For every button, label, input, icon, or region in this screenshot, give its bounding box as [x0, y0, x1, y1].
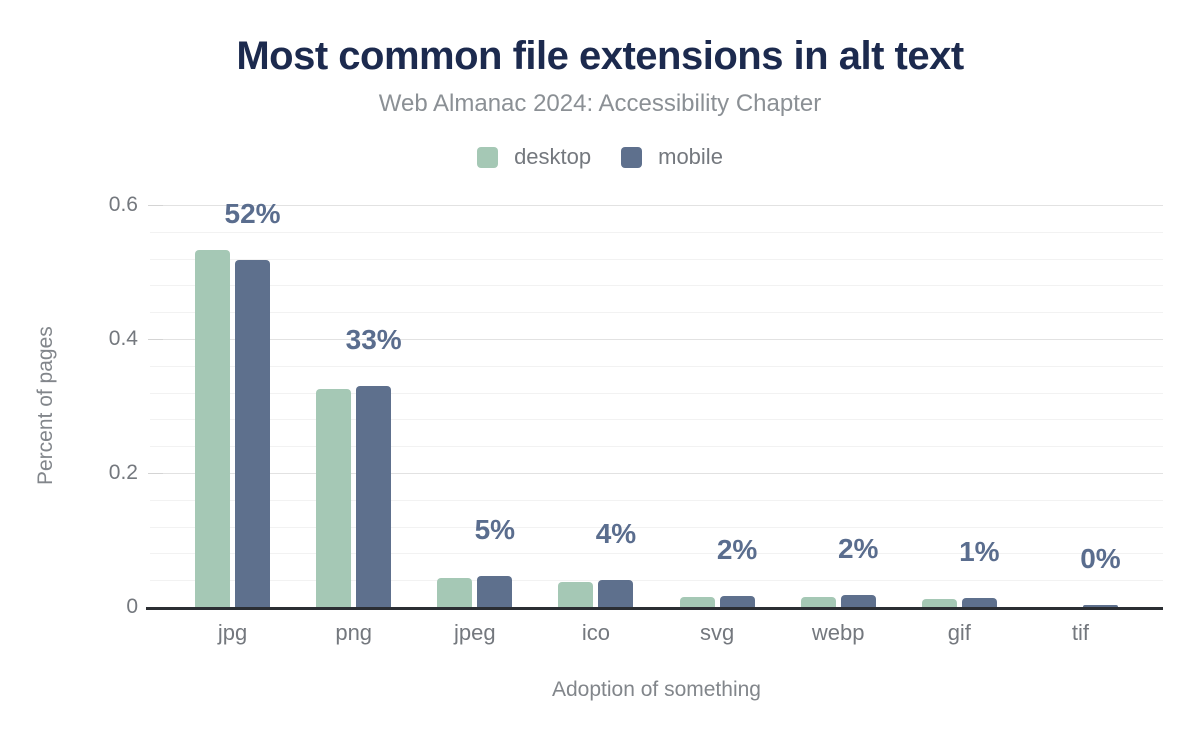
bar-desktop-svg[interactable]	[679, 597, 715, 607]
y-tick-label: 0.6	[108, 193, 138, 216]
x-axis-title: Adoption of something	[552, 678, 761, 701]
x-tick-label-webp: webp	[811, 620, 865, 645]
bar-mobile-webp[interactable]	[840, 595, 876, 607]
gridline-minor	[150, 446, 1163, 447]
bar-desktop-png[interactable]	[316, 389, 352, 607]
bar-value-label-tif: 0%	[1080, 543, 1121, 574]
bar-value-label-gif: 1%	[959, 536, 1000, 567]
legend-item-mobile: mobile	[621, 144, 723, 170]
bar-value-label-png: 33%	[345, 324, 402, 355]
gridline-minor	[150, 366, 1163, 367]
bar-desktop-ico[interactable]	[558, 582, 594, 607]
legend-swatch-mobile	[621, 146, 643, 168]
x-tick-label-svg: svg	[699, 620, 735, 645]
bar-desktop-webp[interactable]	[800, 597, 836, 607]
x-axis-line	[146, 607, 1163, 610]
gridline-minor	[150, 393, 1163, 394]
bar-group-jpeg: 5% jpeg	[414, 205, 535, 645]
gridline-minor	[150, 259, 1163, 260]
x-tick-label-jpg: jpg	[217, 620, 248, 645]
bar-mobile-gif[interactable]	[961, 598, 997, 607]
bar-groups: 52% jpg 33% png 5% jpeg 4% ico 2% svg 2% webp 1% gif 0…	[150, 200, 1163, 646]
legend-item-desktop: desktop	[477, 144, 591, 170]
bar-desktop-gif[interactable]	[921, 599, 957, 607]
y-tick-mark	[148, 205, 163, 206]
bar-group-gif: 1% gif	[899, 205, 1020, 645]
bar-group-ico: 4% ico	[535, 205, 656, 645]
legend-label: mobile	[658, 144, 723, 169]
y-tick-label: 0.2	[108, 461, 138, 484]
bar-mobile-svg[interactable]	[719, 596, 755, 607]
y-tick-mark	[148, 473, 163, 474]
chart-subtitle: Web Almanac 2024: Accessibility Chapter	[378, 90, 822, 117]
bar-group-jpg: 52% jpg	[172, 200, 293, 645]
gridline-major	[150, 339, 1163, 340]
gridline-minor	[150, 580, 1163, 581]
legend-swatch-desktop	[477, 146, 499, 168]
x-tick-label-png: png	[335, 620, 373, 645]
gridline-minor	[150, 553, 1163, 554]
gridline-major	[150, 205, 1163, 206]
legend-label: desktop	[514, 144, 592, 169]
bar-value-label-ico: 4%	[595, 518, 637, 549]
bar-group-webp: 2% webp	[778, 205, 899, 645]
bar-mobile-jpeg[interactable]	[477, 576, 513, 607]
plot-area: 52% jpg 33% png 5% jpeg 4% ico 2% svg 2% webp 1% gif 0…	[146, 200, 1163, 646]
gridline-minor	[150, 285, 1163, 286]
bar-value-label-svg: 2%	[716, 534, 758, 565]
y-tick-label: 0	[126, 595, 138, 618]
bar-value-label-webp: 2%	[837, 533, 879, 564]
x-tick-label-gif: gif	[947, 620, 971, 645]
gridline-minor	[150, 419, 1163, 420]
y-axis-title: Percent of pages	[34, 326, 57, 486]
bar-desktop-jpeg[interactable]	[437, 578, 473, 607]
gridline-minor	[150, 527, 1163, 528]
x-tick-label-ico: ico	[581, 620, 610, 645]
gridline-minor	[150, 312, 1163, 313]
gridline-minor	[150, 500, 1163, 501]
bar-value-label-jpg: 52%	[224, 198, 281, 229]
legend: desktop mobile	[0, 144, 1200, 170]
x-tick-label-jpeg: jpeg	[454, 620, 496, 645]
y-tick-mark	[148, 339, 163, 340]
bar-desktop-jpg[interactable]	[195, 250, 231, 607]
bar-mobile-png[interactable]	[356, 386, 392, 607]
bar-mobile-jpg[interactable]	[235, 260, 271, 607]
bar-mobile-ico[interactable]	[598, 580, 634, 607]
chart-title: Most common file extensions in alt text	[236, 34, 964, 78]
bar-mobile-tif[interactable]	[1082, 605, 1118, 607]
bar-value-label-jpeg: 5%	[474, 514, 516, 545]
gridline-minor	[150, 232, 1163, 233]
y-tick-label: 0.4	[108, 327, 138, 350]
bar-group-svg: 2% svg	[657, 205, 778, 645]
gridline-major	[150, 473, 1163, 474]
bar-group-tif: 0% tif	[1020, 205, 1141, 646]
bar-group-png: 33% png	[293, 205, 414, 645]
x-tick-label-tif: tif	[1071, 620, 1089, 645]
